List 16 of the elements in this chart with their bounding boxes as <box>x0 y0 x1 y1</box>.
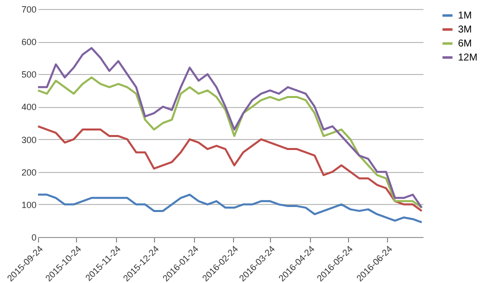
y-tick-label: 200 <box>21 167 36 178</box>
y-tick-label: 400 <box>21 102 36 112</box>
line-series <box>37 47 423 209</box>
y-tick-label: 300 <box>21 134 36 145</box>
legend-label: 12M <box>458 52 478 64</box>
y-tick-label: 700 <box>21 4 36 14</box>
legend-label: 6M <box>458 38 472 50</box>
y-tick-label: 600 <box>21 37 36 48</box>
legend-label: 3M <box>458 24 472 36</box>
y-tick-label: 100 <box>21 200 36 210</box>
legend-label: 1M <box>458 10 472 22</box>
line-series <box>37 125 423 212</box>
line-series <box>37 76 423 209</box>
y-tick-label: 0 <box>31 232 36 242</box>
y-tick-label: 500 <box>21 70 36 80</box>
line-series <box>37 194 423 224</box>
